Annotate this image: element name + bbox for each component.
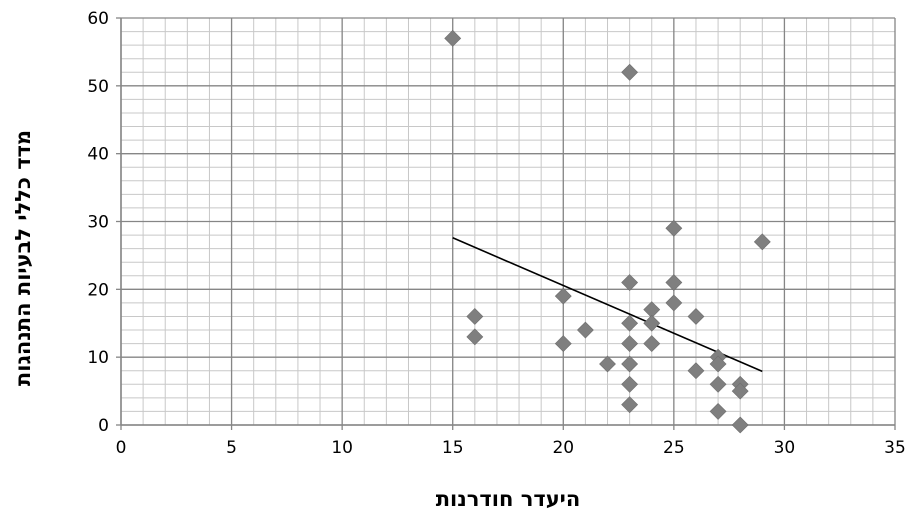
x-axis-tick-labels: 0 5 10 15 20 25 30 35 [116,438,906,458]
data-point [576,321,594,339]
data-point [753,233,771,251]
y-tick-label: 40 [87,145,109,165]
y-tick-label: 50 [87,77,109,97]
data-point [731,382,749,400]
data-point [621,396,639,414]
data-point [709,403,727,420]
y-tick-label: 60 [87,9,109,29]
data-point [731,416,749,434]
data-point [665,219,683,237]
data-point [687,362,705,380]
x-tick-label: 0 [116,438,127,458]
data-point [643,335,661,353]
data-point [687,308,705,325]
x-tick-label: 15 [442,438,464,458]
data-point [621,314,639,332]
data-point [621,274,639,291]
data-point [466,328,484,346]
x-tick-label: 30 [774,438,796,458]
data-point [621,355,639,373]
data-point [621,375,639,393]
y-tick-label: 0 [98,416,109,436]
y-axis-tick-labels: 0 10 20 30 40 50 60 [87,9,109,436]
x-tick-label: 20 [552,438,574,458]
data-point [599,355,616,373]
data-point [643,314,661,332]
trendline [452,237,763,373]
y-tick-label: 20 [87,280,109,300]
x-tick-label: 5 [226,438,237,458]
y-tick-label: 30 [87,213,109,233]
axes [116,17,896,430]
data-point [709,355,727,373]
x-tick-label: 35 [884,438,906,458]
data-point [709,375,727,393]
y-tick-label: 10 [87,348,109,368]
data-point [554,287,572,305]
x-axis-title: היעדר חודרנות [436,487,581,511]
trendline-group [452,237,763,373]
data-point [554,335,572,353]
data-point [444,29,462,47]
data-point [665,274,683,291]
y-axis-title: מדד כללי לבעיות התנהגות [11,130,35,386]
data-point [665,294,683,312]
data-point [621,335,639,353]
data-point [621,63,639,81]
x-tick-label: 10 [331,438,353,458]
data-points [444,29,771,434]
data-point [466,308,484,325]
x-tick-label: 25 [663,438,685,458]
